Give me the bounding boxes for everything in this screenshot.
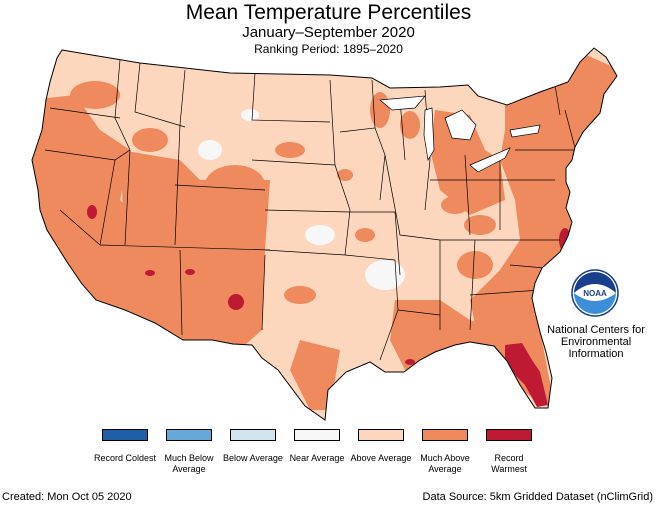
- near-average-regions: [198, 109, 405, 290]
- ncei-line-1: National Centers for: [547, 324, 645, 336]
- map-subtitle: January–September 2020: [242, 24, 415, 41]
- legend-label: Much Above Average: [420, 453, 470, 474]
- legend-label: Near Average: [289, 453, 345, 463]
- legend-swatch: [486, 429, 532, 441]
- state-boundaries: [44, 54, 576, 361]
- legend-swatch: [294, 429, 340, 441]
- map-title: Mean Temperature Percentiles: [185, 1, 472, 24]
- legend-label: Below Average: [223, 453, 283, 463]
- legend-swatch: [358, 429, 404, 441]
- legend-label: Much Below Average: [164, 453, 214, 474]
- created-date: Created: Mon Oct 05 2020: [2, 491, 132, 503]
- legend-label: Record Warmest: [491, 453, 527, 474]
- legend-swatch: [166, 429, 212, 441]
- legend-label: Above Average: [350, 453, 412, 463]
- ncei-label: National Centers for Environmental Infor…: [541, 324, 651, 360]
- legend-label: Record Coldest: [93, 453, 157, 463]
- legend-swatch: [230, 429, 276, 441]
- noaa-logo-text: NOAA: [583, 289, 607, 298]
- ranking-period: Ranking Period: 1895–2020: [254, 42, 403, 56]
- great-lakes: [379, 95, 541, 173]
- noaa-logo: NOAA: [571, 269, 619, 317]
- legend-swatch: [422, 429, 468, 441]
- legend-swatch: [102, 429, 148, 441]
- us-outline: [31, 47, 618, 421]
- ncei-line-3: Information: [568, 348, 624, 360]
- ncei-line-2: Environmental: [560, 336, 632, 348]
- data-source: Data Source: 5km Gridded Dataset (nClimG…: [422, 491, 653, 503]
